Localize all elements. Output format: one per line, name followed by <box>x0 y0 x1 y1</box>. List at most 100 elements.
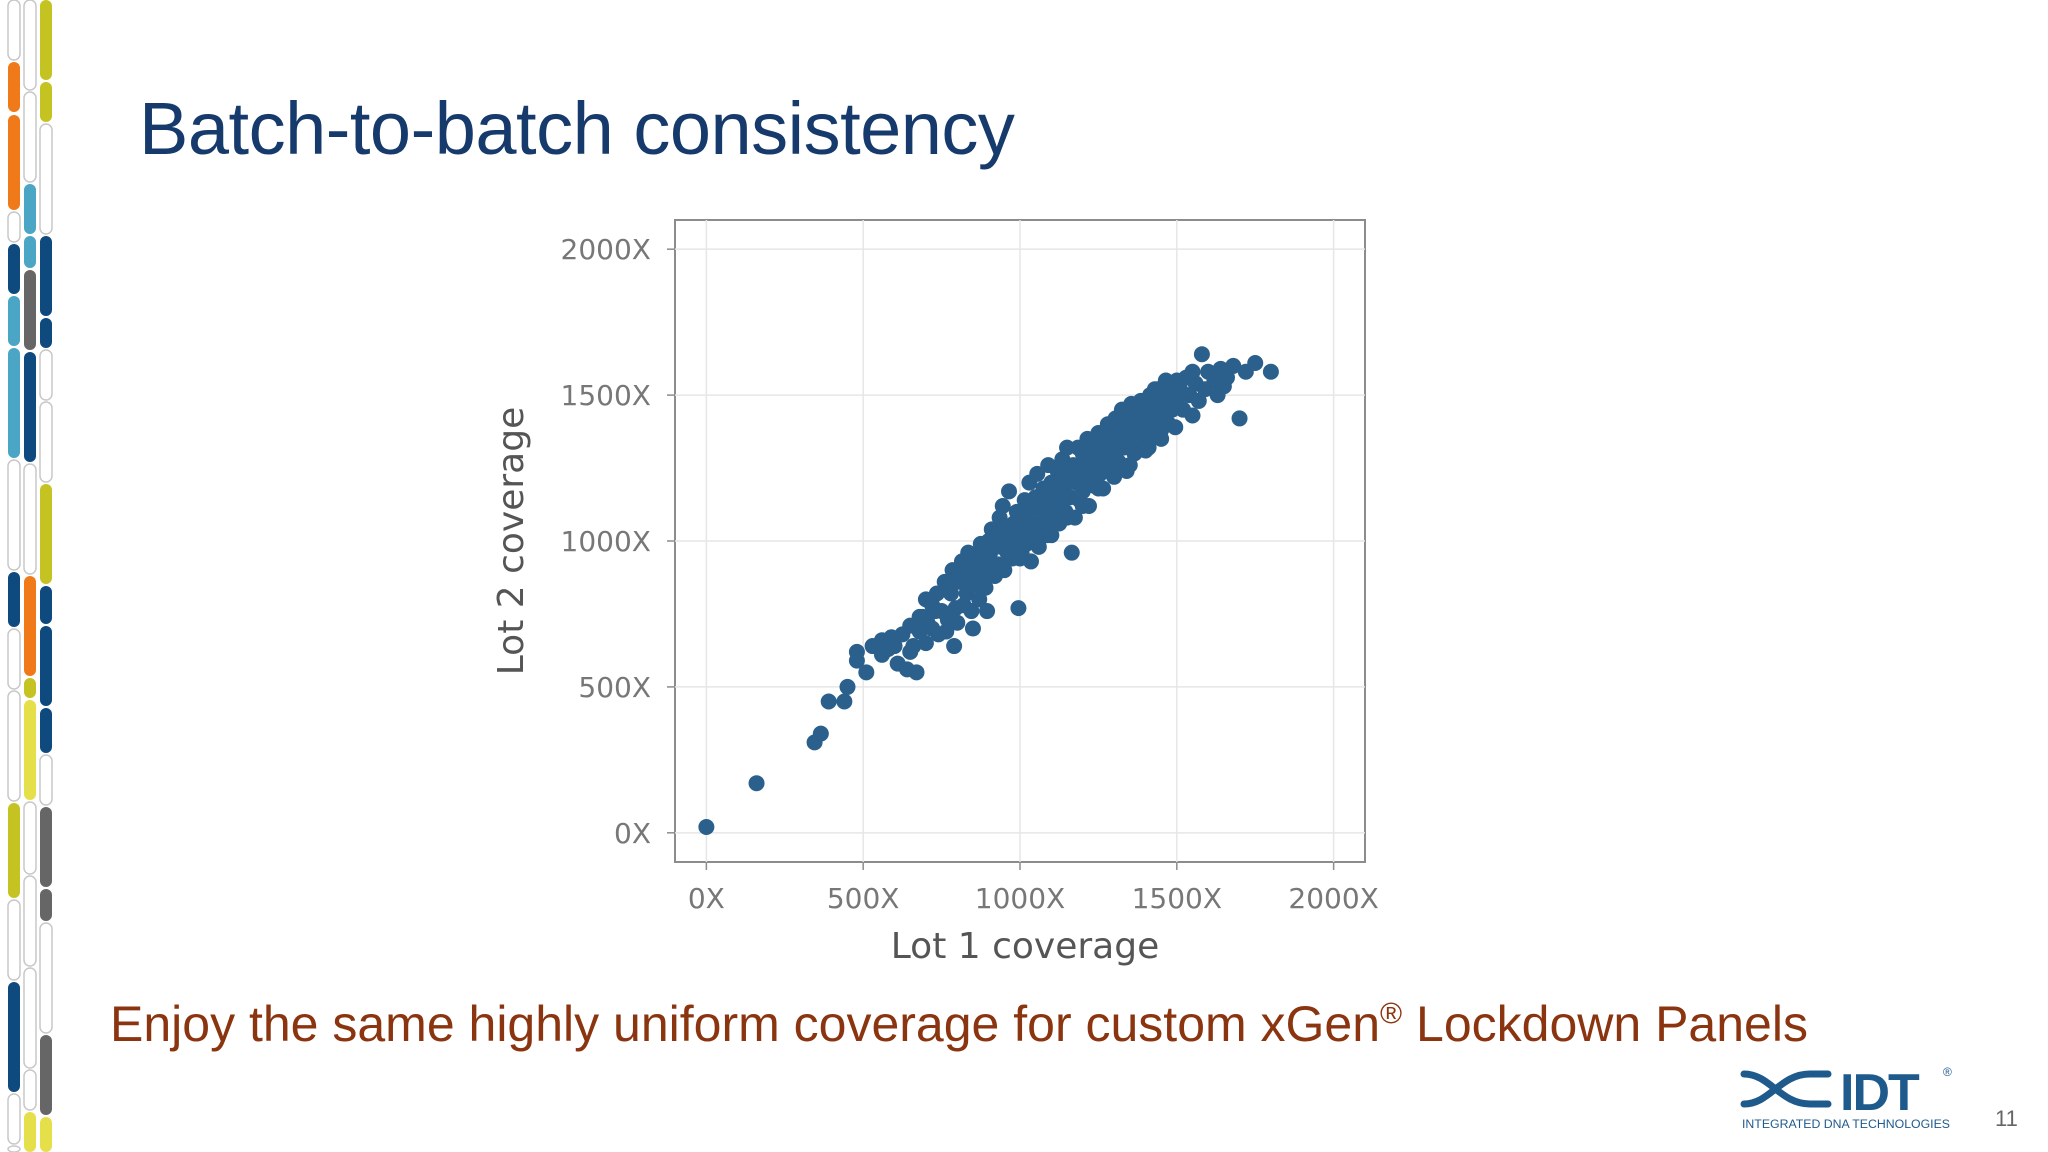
data-point <box>1184 363 1201 380</box>
data-point <box>924 597 941 614</box>
tick-labels: 0X 500X 1000X 1500X 2000X 0X 500X 1000X 1500X 200… <box>561 233 1379 915</box>
data-point <box>1063 544 1080 561</box>
data-point <box>943 573 959 590</box>
data-point <box>820 693 837 710</box>
data-point <box>1012 550 1028 567</box>
data-point <box>1084 439 1101 456</box>
data-point <box>1029 465 1046 482</box>
data-point <box>1247 354 1264 371</box>
x-tick-label: 0X <box>688 882 725 915</box>
data-point <box>917 635 934 652</box>
chromosome-segment <box>24 270 36 350</box>
chromosome-segment <box>40 586 52 624</box>
data-point <box>1219 369 1235 386</box>
x-tick-label: 1000X <box>975 882 1065 915</box>
data-point <box>1146 381 1163 398</box>
chromosome-segment <box>8 572 20 627</box>
data-point <box>1153 430 1170 447</box>
data-point <box>1037 492 1054 509</box>
logo-wordmark: IDT <box>1840 1064 1920 1122</box>
data-point <box>1001 483 1018 500</box>
chromosome-segment <box>24 678 36 698</box>
data-point <box>1090 480 1107 497</box>
data-point <box>1262 363 1279 380</box>
chromosome-segment <box>40 626 52 706</box>
data-point <box>938 623 955 640</box>
data-point <box>1137 442 1154 459</box>
data-point <box>886 638 903 655</box>
y-tick-label: 500X <box>578 671 651 704</box>
data-points <box>698 346 1279 835</box>
chromosome-segment <box>23 801 37 875</box>
chromosome-segment <box>7 899 21 981</box>
chromosome-segment <box>7 211 21 243</box>
data-point <box>911 608 928 625</box>
data-point <box>958 562 975 579</box>
chromosome-segment <box>24 184 36 234</box>
data-point <box>1121 457 1138 474</box>
chromosome-segment <box>24 1112 36 1152</box>
data-point <box>848 643 865 660</box>
idt-logo: IDT ® INTEGRATED DNA TECHNOLOGIES <box>1740 1064 1952 1131</box>
data-point <box>1167 419 1184 436</box>
data-point <box>836 693 853 710</box>
page-number: 11 <box>1995 1106 2018 1131</box>
x-axis-label: Lot 1 coverage <box>891 926 1160 967</box>
y-axis-label: Lot 2 coverage <box>491 407 532 676</box>
data-point <box>960 544 977 561</box>
data-point <box>963 603 980 620</box>
chromosome-segment <box>8 62 20 112</box>
data-point <box>748 775 765 792</box>
chromosome-segment <box>23 91 37 183</box>
y-tick-label: 1500X <box>561 379 651 412</box>
x-tick-label: 2000X <box>1288 882 1378 915</box>
chromosome-segment <box>39 754 53 806</box>
y-tick-label: 0X <box>614 817 651 850</box>
data-point <box>1231 410 1248 427</box>
tagline-text: Enjoy the same highly uniform coverage f… <box>110 996 1381 1052</box>
data-point <box>977 579 994 596</box>
scatter-chart: 0X 500X 1000X 1500X 2000X 0X 500X 1000X 1500X 200… <box>491 219 1379 967</box>
chromosome-segment <box>8 115 20 210</box>
chromosome-segment <box>23 0 37 91</box>
y-tick-label: 1000X <box>561 525 651 558</box>
data-point <box>971 544 988 561</box>
chromosome-segment <box>8 803 20 898</box>
chromosome-segment <box>40 236 52 316</box>
y-tick-label: 2000X <box>561 233 651 266</box>
data-point <box>1193 346 1210 363</box>
chromosome-segment <box>7 1093 21 1145</box>
data-point <box>1059 509 1076 526</box>
registered-mark: ® <box>1380 997 1403 1031</box>
chromosome-segment <box>8 982 20 1092</box>
tagline: Enjoy the same highly uniform coverage f… <box>110 995 1808 1053</box>
data-point <box>698 818 715 835</box>
chromosome-segment <box>39 123 53 235</box>
chromosome-segment <box>40 708 52 753</box>
data-point <box>996 562 1013 579</box>
data-point <box>1021 503 1038 520</box>
data-point <box>943 585 959 602</box>
chromosome-segment <box>40 1117 52 1152</box>
chromosome-segment <box>23 875 37 967</box>
data-point <box>1010 600 1027 617</box>
data-point <box>1074 497 1091 514</box>
data-point <box>990 527 1007 544</box>
data-point <box>1059 439 1076 456</box>
chromosome-segment <box>40 82 52 122</box>
data-point <box>979 603 996 620</box>
tagline-text-end: Lockdown Panels <box>1402 996 1808 1052</box>
data-point <box>1005 527 1022 544</box>
chromosome-segment <box>39 349 53 401</box>
chromosome-segment <box>24 236 36 268</box>
chromosome-segment <box>39 922 53 1034</box>
chromosome-segment <box>24 576 36 676</box>
chromosome-segment <box>24 700 36 800</box>
chromosome-segment <box>7 459 21 571</box>
data-point <box>1225 357 1242 374</box>
x-tick-label: 1500X <box>1132 882 1222 915</box>
data-point <box>1168 372 1185 389</box>
data-point <box>994 497 1011 514</box>
data-point <box>1115 404 1132 421</box>
chromosome-segment <box>24 352 36 462</box>
